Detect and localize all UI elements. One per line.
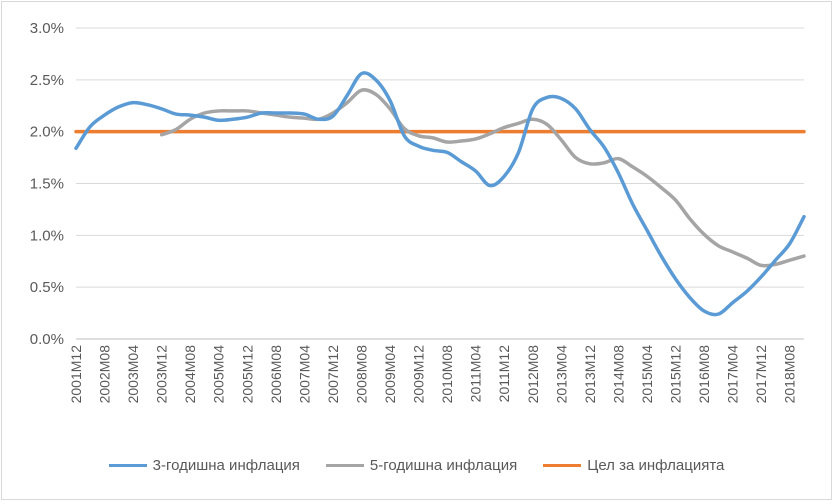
x-tick-label: 2015M12: [668, 345, 684, 404]
x-tick-label: 2011M04: [468, 345, 484, 403]
x-tick-label: 2003M12: [154, 345, 170, 404]
x-tick-label: 2016M08: [696, 345, 712, 404]
y-tick-label: 0.0%: [30, 331, 64, 348]
legend-swatch-5yr: [325, 463, 364, 467]
legend: 3-годишна инфлация 5-годишна инфлация Це…: [0, 452, 833, 478]
y-tick-label: 0.5%: [30, 279, 64, 296]
y-axis-tick-labels: 0.0% 0.5% 1.0% 1.5% 2.0% 2.5% 3.0%: [30, 20, 64, 348]
x-tick-label: 2017M12: [753, 345, 769, 404]
legend-label-3yr: 3-годишна инфлация: [152, 456, 300, 474]
y-tick-label: 3.0%: [30, 20, 64, 37]
x-tick-label: 2010M08: [439, 345, 455, 404]
x-tick-label: 2008M08: [353, 345, 369, 404]
legend-item-5yr: 5-годишна инфлация: [325, 456, 518, 474]
legend-item-target: Цел за инфлацията: [543, 457, 724, 474]
x-tick-label: 2015M04: [639, 345, 655, 404]
x-tick-label: 2007M12: [325, 345, 341, 404]
y-tick-label: 1.0%: [30, 227, 64, 244]
x-tick-label: 2013M04: [553, 345, 569, 404]
legend-swatch-target: [543, 463, 582, 467]
x-tick-label: 2009M04: [382, 345, 398, 404]
x-tick-label: 2018M08: [782, 345, 798, 404]
x-tick-label: 2012M08: [525, 345, 541, 404]
legend-label-target: Цел за инфлацията: [587, 456, 725, 474]
legend-swatch-3yr: [108, 463, 147, 467]
legend-item-3yr: 3-годишна инфлация: [108, 456, 300, 474]
series-lines: [74, 71, 806, 317]
x-tick-label: 2005M04: [211, 345, 227, 404]
x-tick-label: 2002M08: [97, 345, 113, 404]
x-tick-label: 2011M12: [496, 345, 512, 403]
x-axis-tick-labels: 2001M12 2002M08 2003M04 2003M12 2004M08 2005M…: [68, 345, 798, 404]
x-tick-label: 2001M12: [68, 345, 84, 404]
x-tick-label: 2017M04: [725, 345, 741, 404]
x-tick-label: 2009M12: [411, 345, 427, 404]
legend-label-5yr: 5-годишна инфлация: [369, 456, 518, 474]
x-tick-label: 2004M08: [182, 345, 198, 404]
y-tick-label: 2.0%: [30, 124, 64, 141]
x-tick-label: 2007M04: [296, 345, 312, 404]
x-tick-label: 2014M08: [610, 345, 626, 404]
x-tick-label: 2005M12: [239, 345, 255, 404]
y-tick-label: 2.5%: [30, 72, 64, 89]
x-tick-label: 2003M04: [125, 345, 141, 404]
x-tick-label: 2013M12: [582, 345, 598, 404]
x-tick-label: 2006M08: [268, 345, 284, 404]
y-tick-label: 1.5%: [30, 176, 64, 193]
series-line-3yr: [74, 71, 806, 317]
gridlines: [76, 27, 804, 340]
